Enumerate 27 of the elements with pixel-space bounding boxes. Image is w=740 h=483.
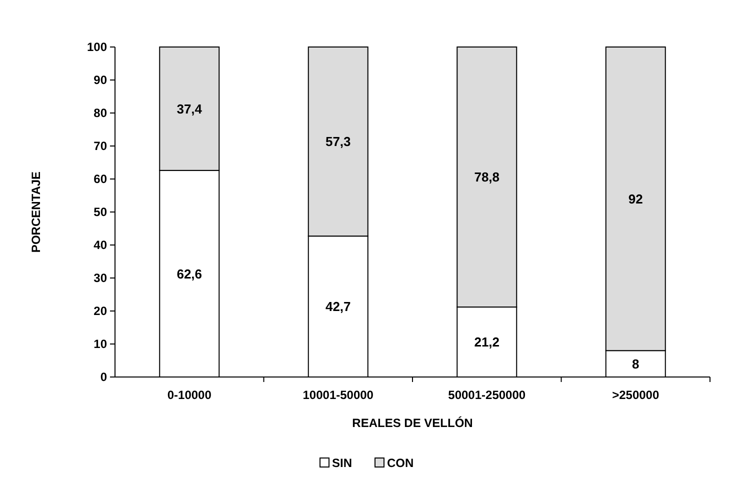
data-label: 92 (628, 191, 643, 206)
y-tick-label: 40 (94, 238, 108, 252)
y-axis-title: PORCENTAJE (29, 171, 43, 253)
x-axis-title: REALES DE VELLÓN (352, 416, 473, 430)
x-tick-label: 10001-50000 (302, 388, 374, 402)
x-tick-label: 50001-250000 (448, 388, 526, 402)
y-tick-label: 50 (94, 205, 108, 220)
data-label: 78,8 (474, 170, 500, 185)
y-tick-label: 20 (94, 304, 108, 318)
legend-label: SIN (332, 456, 352, 470)
data-label: 37,4 (176, 101, 203, 116)
y-tick-label: 0 (100, 370, 108, 384)
y-tick-label: 60 (94, 172, 108, 186)
y-tick-label: 70 (94, 139, 108, 154)
y-tick-label: 80 (94, 106, 108, 120)
x-tick-label: 0-10000 (167, 388, 212, 402)
data-label: 21,2 (474, 334, 500, 350)
data-label: 42,7 (325, 299, 351, 314)
y-tick-label: 10 (94, 337, 108, 352)
y-tick-label: 90 (94, 73, 108, 88)
legend-label: CON (387, 456, 414, 470)
y-tick-label: 30 (94, 271, 108, 286)
y-tick-label: 100 (86, 40, 108, 54)
data-label: 62,6 (176, 266, 202, 282)
data-label: 57,3 (325, 134, 351, 150)
x-tick-label: >250000 (612, 388, 660, 402)
data-label: 8 (632, 356, 640, 372)
